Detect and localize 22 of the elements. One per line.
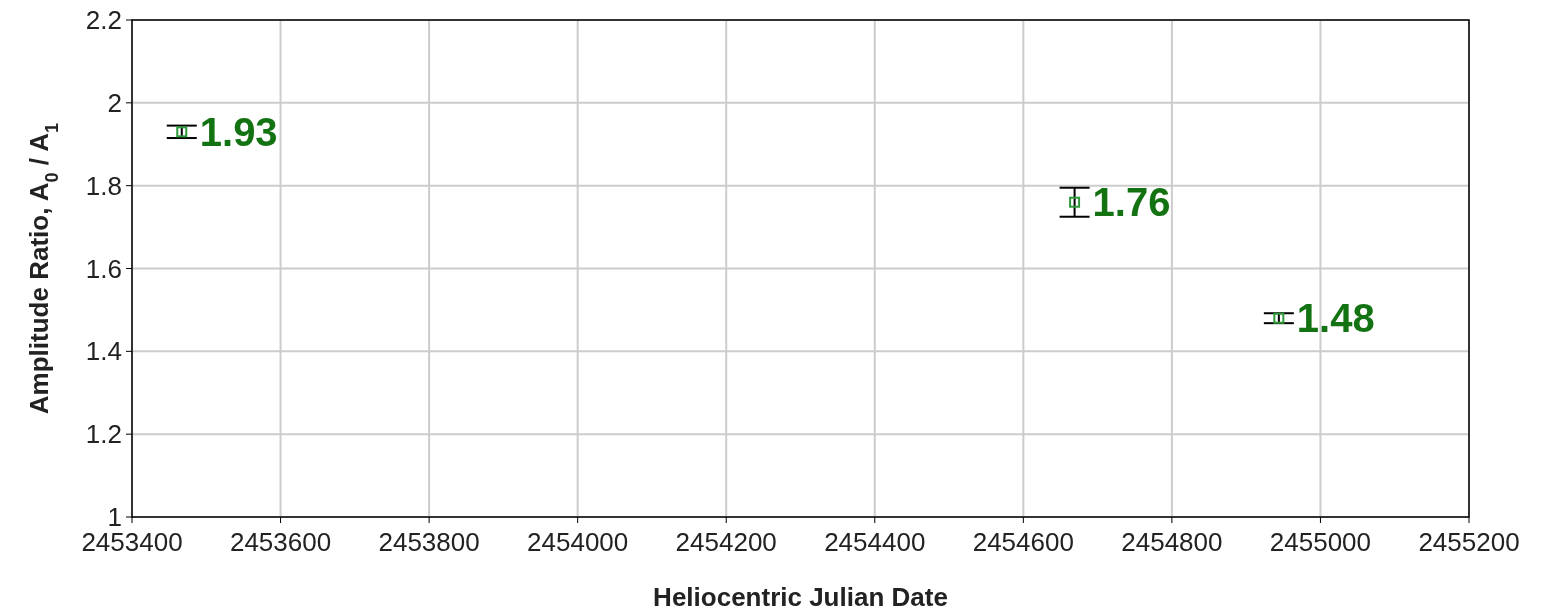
point bbox=[1069, 196, 1081, 208]
x-tick-label: 2454600 bbox=[972, 527, 1074, 557]
point bbox=[1273, 312, 1285, 324]
x-tick-label: 2455200 bbox=[1418, 527, 1520, 557]
x-tick-label: 2454000 bbox=[527, 527, 629, 557]
x-tick-label: 2455000 bbox=[1269, 527, 1372, 557]
data-label: 1.76 bbox=[1092, 180, 1171, 225]
y-tick-label: 1.6 bbox=[85, 253, 122, 284]
x-tick-label: 2454800 bbox=[1121, 527, 1223, 557]
data-label: 1.93 bbox=[199, 109, 278, 154]
y-tick-label: 1.4 bbox=[85, 336, 122, 367]
data-label: 1.48 bbox=[1296, 296, 1375, 341]
y-tick-label: 1.8 bbox=[85, 170, 122, 201]
x-tick-label: 2454200 bbox=[675, 527, 777, 557]
point bbox=[176, 126, 188, 138]
x-tick-label: 2454400 bbox=[824, 527, 926, 557]
y-tick-label: 1.2 bbox=[85, 419, 122, 450]
x-axis-title: Heliocentric Julian Date bbox=[653, 582, 948, 612]
x-tick-label: 2453800 bbox=[378, 527, 480, 557]
y-tick-label: 2.2 bbox=[85, 5, 122, 35]
x-tick-label: 2453600 bbox=[229, 527, 332, 557]
y-tick-label: 2 bbox=[107, 87, 122, 118]
